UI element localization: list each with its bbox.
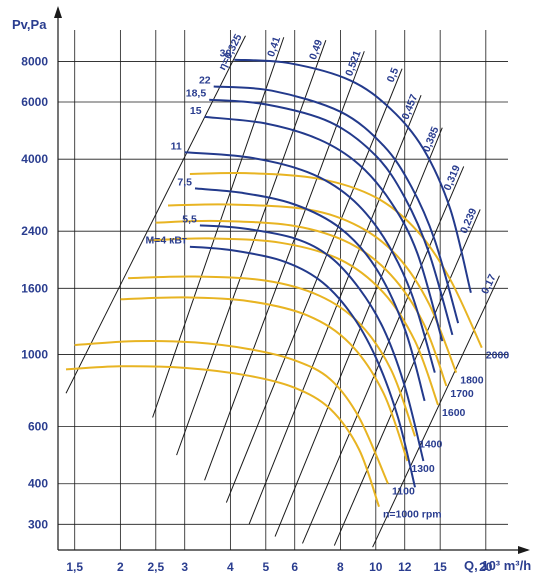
x-tick-label: 5 xyxy=(262,560,269,574)
power-curve-30 xyxy=(234,58,472,294)
power-curve-label: 11 xyxy=(171,140,182,152)
speed-curve-label: 1700 xyxy=(450,388,474,400)
y-tick-label: 1000 xyxy=(21,348,48,362)
x-tick-label: 2 xyxy=(117,560,124,574)
x-tick-label: 1,5 xyxy=(66,560,83,574)
efficiency-line-0-521 xyxy=(204,51,365,481)
speed-curve-label: 1400 xyxy=(419,438,443,450)
speed-curve-label: n=1000 rpm xyxy=(383,509,442,521)
speed-curves xyxy=(65,171,483,508)
efficiency-line-0-5 xyxy=(225,68,403,503)
efficiency-line-0-17 xyxy=(372,275,500,548)
y-tick-label: 300 xyxy=(28,517,48,531)
y-tick-label: 2400 xyxy=(21,224,48,238)
efficiency-label: 0,41 xyxy=(265,35,283,58)
speed-curve-1300 xyxy=(120,296,409,462)
efficiency-line-0-325 xyxy=(65,35,246,394)
power-curve-m-4-квт xyxy=(189,245,416,488)
x-axis-label: Q, 10³ m³/h xyxy=(464,558,531,573)
y-tick-label: 6000 xyxy=(21,95,48,109)
power-curve-22 xyxy=(213,85,460,324)
efficiency-label: 0,385 xyxy=(420,125,441,154)
power-curve-11 xyxy=(184,151,436,373)
power-curve-label: 5,5 xyxy=(182,213,197,225)
y-axis-arrow-icon xyxy=(54,6,62,18)
axes xyxy=(54,6,530,554)
efficiency-label: 0,5 xyxy=(385,66,402,84)
efficiency-label: 0,457 xyxy=(399,92,420,121)
x-tick-label: 10 xyxy=(369,560,383,574)
power-curve-18-5 xyxy=(209,98,454,336)
speed-curve-label: 2000 xyxy=(486,350,510,362)
efficiency-line-0-41 xyxy=(152,37,285,418)
power-curve-label: 22 xyxy=(199,74,211,86)
efficiency-label: 0,319 xyxy=(442,163,463,192)
x-tick-label: 12 xyxy=(398,560,412,574)
x-tick-label: 8 xyxy=(337,560,344,574)
efficiency-line-0-239 xyxy=(333,209,481,546)
power-curve-label: 7,5 xyxy=(177,176,192,188)
y-tick-label: 8000 xyxy=(21,54,48,68)
speed-curve-1800 xyxy=(167,203,458,373)
y-tick-label: 400 xyxy=(28,477,48,491)
power-curve-label: M=4 кВт xyxy=(145,235,186,247)
power-curve-label: 30 xyxy=(220,48,232,60)
speed-curve-1600 xyxy=(149,237,439,406)
power-curve-7-5 xyxy=(194,187,426,402)
speed-curve-n-1000-rpm xyxy=(65,365,380,508)
efficiency-line-0-49 xyxy=(176,40,327,456)
speed-curve-1100 xyxy=(74,339,389,485)
power-curves xyxy=(184,58,472,488)
efficiency-label: 0,521 xyxy=(343,49,363,78)
power-curve-5-5 xyxy=(199,224,425,462)
x-tick-label: 3 xyxy=(181,560,188,574)
efficiency-line-0-385 xyxy=(274,127,443,537)
y-tick-label: 4000 xyxy=(21,152,48,166)
efficiency-line-0-457 xyxy=(248,94,422,525)
x-tick-label: 4 xyxy=(227,560,234,574)
grid-lines xyxy=(58,30,508,550)
power-curve-label: 15 xyxy=(190,105,202,117)
x-tick-label: 15 xyxy=(433,560,447,574)
y-axis-label: Pv,Pa xyxy=(12,17,47,32)
speed-curve-label: 1800 xyxy=(460,375,484,387)
power-curve-label: 18,5 xyxy=(186,88,207,100)
power-curve-15 xyxy=(204,115,444,342)
y-tick-label: 1600 xyxy=(21,281,48,295)
tick-labels: 1,5 2 2,5 3 4 5 6 8 10 12 15 20 300 400 600 1000 1600 240… xyxy=(21,54,493,574)
x-tick-label: 2,5 xyxy=(147,560,164,574)
speed-curve-label: 1100 xyxy=(392,486,415,498)
x-tick-label: 6 xyxy=(291,560,298,574)
y-tick-label: 600 xyxy=(28,420,48,434)
speed-curve-2000 xyxy=(189,171,483,349)
speed-curve-label: 1600 xyxy=(442,407,466,419)
speed-curve-1400 xyxy=(128,275,416,437)
x-axis-arrow-icon xyxy=(518,546,530,554)
x-tick-label: 20 xyxy=(479,560,493,574)
speed-curve-label: 1300 xyxy=(411,463,435,475)
speed-curve-1700 xyxy=(155,219,448,387)
efficiency-lines xyxy=(65,35,500,548)
